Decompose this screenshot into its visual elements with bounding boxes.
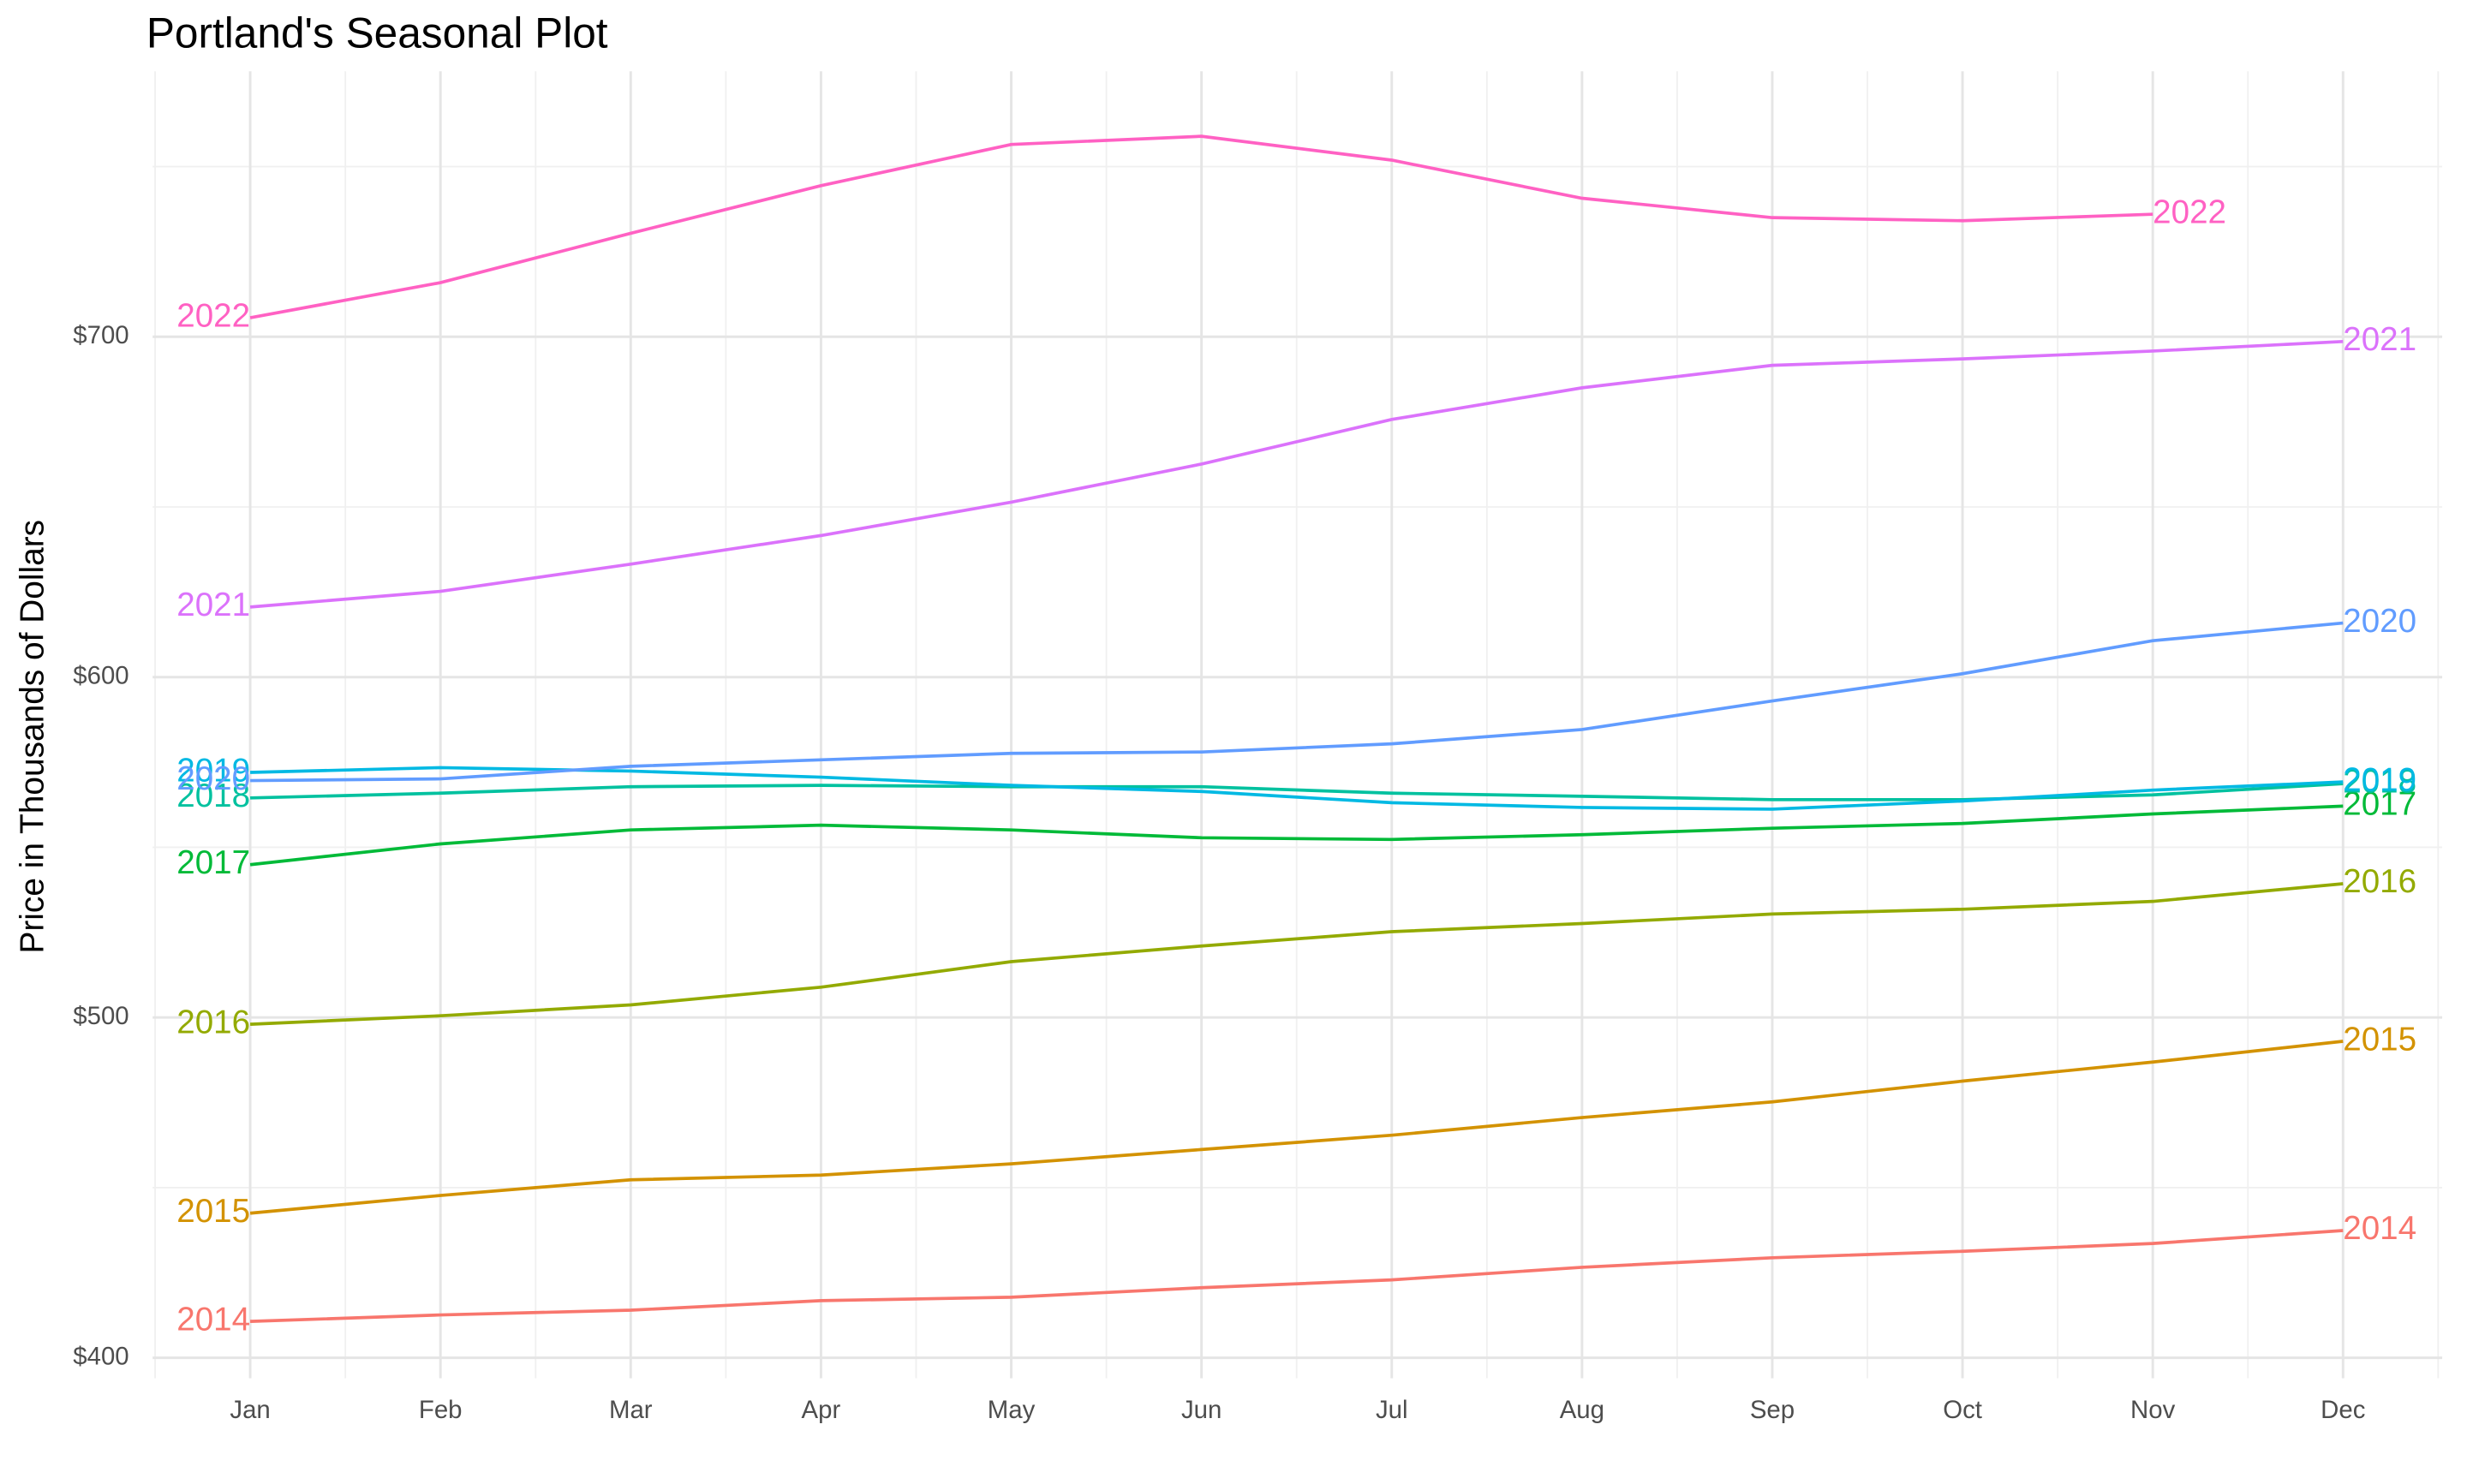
grid: [152, 71, 2443, 1379]
series-label: 2019: [2343, 761, 2416, 798]
series-line: [250, 1229, 2344, 1323]
x-tick-label: Apr: [802, 1396, 841, 1424]
x-tick-label: Oct: [1943, 1396, 1982, 1424]
y-tick-label: $700: [73, 321, 128, 349]
y-tick-label: $500: [73, 1002, 128, 1030]
series-line: [249, 339, 2344, 609]
y-tick-label: $600: [73, 661, 128, 689]
x-tick-label: Jun: [1181, 1396, 1222, 1424]
x-tick-label: Mar: [609, 1396, 653, 1424]
series-label: 2021: [176, 587, 250, 623]
x-tick-label: Jul: [1376, 1396, 1408, 1424]
series-label: 2018: [176, 778, 250, 814]
x-tick-label: Feb: [419, 1396, 463, 1424]
x-tick-label: Nov: [2130, 1396, 2176, 1424]
series-line: [249, 804, 2344, 867]
series-label: 2015: [2343, 1021, 2416, 1058]
series-line: [250, 621, 2344, 783]
series-label: 2016: [176, 1004, 250, 1040]
series-label: 2017: [176, 844, 250, 881]
x-tick-label: Jan: [230, 1396, 270, 1424]
series-line: [249, 134, 2153, 319]
x-tick-label: May: [988, 1396, 1036, 1424]
series-line: [249, 1040, 2344, 1215]
series-line: [250, 882, 2344, 1026]
series-label: 2018: [2343, 763, 2416, 800]
y-tick-label: $400: [73, 1342, 128, 1370]
series-label: 2021: [2343, 321, 2416, 358]
x-tick-label: Dec: [2321, 1396, 2365, 1424]
series-label: 2016: [2343, 863, 2416, 900]
series-label: 2014: [2343, 1210, 2416, 1247]
y-axis-label: Price in Thousands of Dollars: [15, 520, 51, 954]
x-tick-label: Sep: [1750, 1396, 1795, 1424]
series-label: 2020: [176, 760, 250, 797]
series-label: 2017: [2343, 786, 2416, 823]
series-label: 2014: [176, 1301, 250, 1338]
series-line: [250, 766, 2344, 811]
series-label: 2015: [176, 1193, 250, 1230]
x-tick-label: Aug: [1560, 1396, 1604, 1424]
series-label: 2022: [2153, 194, 2226, 230]
series-label: 2022: [176, 297, 250, 334]
chart-title: Portland's Seasonal Plot: [146, 9, 608, 57]
series-label: 2020: [2343, 603, 2416, 640]
plot: Portland's Seasonal Plot Price in Thousa…: [15, 9, 2443, 1424]
series-label: 2019: [176, 752, 250, 789]
